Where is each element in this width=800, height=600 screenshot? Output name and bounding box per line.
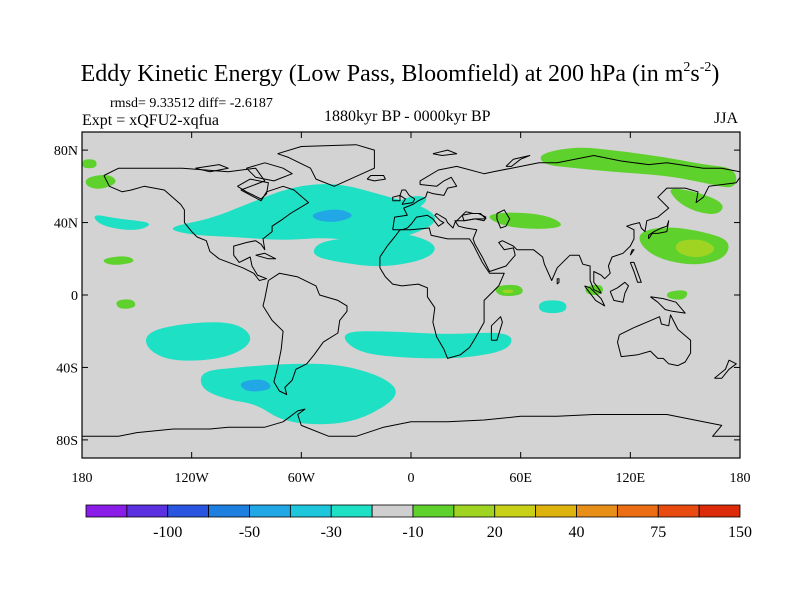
colorbar-box xyxy=(453,504,496,518)
region-nw-pacific-core xyxy=(676,239,715,258)
experiment-label: Expt = xQFU2-xqfua xyxy=(82,112,220,129)
coastline-sumatra xyxy=(584,285,606,307)
coastline-cuba xyxy=(255,252,277,260)
map-background xyxy=(82,132,740,458)
coastline-philippines xyxy=(629,261,642,283)
season-label: JJA xyxy=(714,110,739,127)
region-s-ocean-cyan xyxy=(200,363,396,425)
colorbar-box xyxy=(616,504,659,518)
region-n-atlantic-core xyxy=(312,209,352,222)
colorbar-box xyxy=(371,504,414,518)
region-n-pacific-cyan xyxy=(94,215,150,230)
coastline-south-america xyxy=(262,272,348,396)
coastline-iceland xyxy=(366,175,386,182)
lon-tick-label: 120E xyxy=(616,471,646,486)
coastline-greenland xyxy=(277,144,375,187)
region-n-atlantic-cyan xyxy=(172,184,435,243)
period-label: 1880kyr BP - 0000kyr BP xyxy=(324,108,491,125)
coastline-australia xyxy=(617,314,692,367)
anomaly-regions xyxy=(82,147,737,425)
region-w-pacific-green xyxy=(666,290,688,300)
colorbar-box xyxy=(249,504,291,518)
colorbar-label: -30 xyxy=(321,524,342,541)
colorbar-box xyxy=(494,504,537,518)
colorbar-label: -50 xyxy=(239,524,260,541)
coastline-africa xyxy=(379,227,505,359)
coastline-borneo xyxy=(609,281,629,303)
colorbar-box xyxy=(167,504,210,518)
region-arctic-siberia-green xyxy=(540,147,737,188)
coastline-novaya-zemlya xyxy=(505,155,531,167)
region-indian-cyan xyxy=(538,300,567,314)
coastline-hainan-taiwan xyxy=(629,249,635,256)
colorbar-label: -100 xyxy=(153,524,182,541)
coastline-new-guinea xyxy=(650,296,686,314)
colorbar-box xyxy=(208,504,250,518)
colorbar-box xyxy=(412,504,455,518)
chart-title: Eddy Kinetic Energy (Low Pass, Bloomfiel… xyxy=(80,60,720,87)
colorbar: -100 -50 -30 -10 20 40 75 150 xyxy=(85,504,752,541)
lat-tick-label: 40S xyxy=(56,361,78,376)
lat-tick-label: 80S xyxy=(56,434,78,449)
colorbar-label: 75 xyxy=(650,524,666,541)
coastline-victoria-island xyxy=(195,164,229,173)
colorbar-box xyxy=(126,504,169,518)
region-tropical-atlantic-cyan xyxy=(313,233,435,267)
region-central-asia-green xyxy=(489,212,561,229)
region-s-atlantic-cyan xyxy=(344,331,512,359)
region-n-canada-green xyxy=(82,159,97,169)
coastline-north-america xyxy=(103,167,310,281)
region-c-pacific-green xyxy=(116,299,136,309)
region-indian-ocean-core xyxy=(502,289,514,294)
colorbar-box xyxy=(85,504,128,518)
coastline-hudson-bay xyxy=(237,178,269,200)
colorbar-box xyxy=(657,504,700,518)
lat-tick-label: 80N xyxy=(54,144,78,159)
coastline-antarctica xyxy=(82,408,740,437)
region-s-ocean-core xyxy=(240,379,271,392)
coastline-baffin xyxy=(246,162,293,182)
lon-tick-label: 120W xyxy=(175,471,210,486)
colorbar-box xyxy=(289,504,332,518)
coastline-great-britain xyxy=(399,189,416,205)
lat-tick-label: 0 xyxy=(71,289,78,304)
colorbar-box xyxy=(576,504,618,518)
colorbar-label: 150 xyxy=(728,524,752,541)
coastline-sri-lanka xyxy=(556,278,560,285)
lon-tick-label: 180 xyxy=(730,471,751,486)
stats-text: rmsd= 9.33512 diff= -2.6187 xyxy=(110,96,273,111)
lon-tick-label: 180 xyxy=(72,471,93,486)
coastline-caspian-sea xyxy=(496,209,511,229)
lon-tick-label: 60E xyxy=(509,471,532,486)
colorbar-label: -10 xyxy=(402,524,423,541)
axis-ticks: 80N 40N 0 40S 80S 180 120W 60W 0 60E 120E 180 xyxy=(54,132,751,486)
lat-tick-label: 40N xyxy=(54,217,78,232)
coastlines xyxy=(82,144,740,437)
colorbar-label: 20 xyxy=(487,524,503,541)
region-e-pacific-green xyxy=(103,256,134,265)
coastline-new-zealand xyxy=(714,359,737,379)
region-s-pacific-cyan xyxy=(146,322,251,361)
colorbar-box xyxy=(330,504,373,518)
lon-tick-label: 60W xyxy=(288,471,316,486)
lon-tick-label: 0 xyxy=(408,471,415,486)
region-alaska-green xyxy=(85,174,116,189)
colorbar-box xyxy=(535,504,577,518)
coastline-ireland xyxy=(392,194,401,202)
coastline-madagascar xyxy=(490,316,503,341)
coastline-japan xyxy=(648,220,670,240)
colorbar-box xyxy=(698,504,741,518)
colorbar-label: 40 xyxy=(569,524,585,541)
coastline-svalbard xyxy=(432,149,458,156)
coastline-black-sea-inner xyxy=(461,213,487,222)
